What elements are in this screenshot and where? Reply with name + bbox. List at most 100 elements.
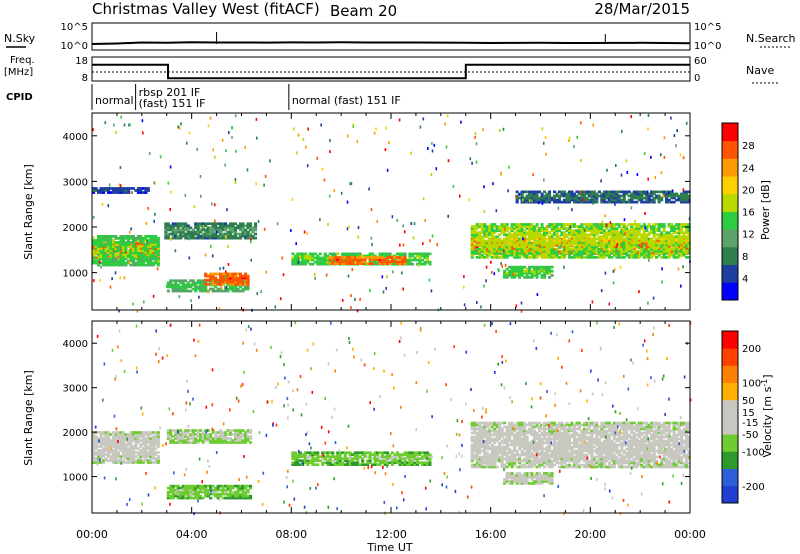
range-gate-cell — [184, 236, 188, 240]
range-gate-cell — [612, 192, 616, 196]
range-gate-cell — [184, 228, 188, 232]
range-gate-cell — [665, 256, 669, 259]
range-gate-cell — [136, 447, 140, 450]
range-gate-cell — [146, 445, 150, 448]
range-gate-cell — [354, 297, 356, 301]
range-gate-cell — [211, 274, 215, 278]
range-gate-cell — [667, 239, 671, 243]
range-gate-cell — [216, 289, 220, 293]
range-gate-cell — [655, 237, 659, 241]
range-gate-cell — [671, 189, 674, 193]
range-gate-cell — [548, 198, 552, 202]
range-gate-cell — [99, 191, 103, 194]
range-gate-cell — [625, 241, 629, 245]
range-gate-cell — [104, 449, 108, 452]
range-gate-cell — [567, 192, 571, 196]
range-gate-cell — [121, 257, 125, 261]
range-gate-cell — [677, 194, 681, 198]
range-gate-cell — [378, 254, 382, 258]
range-gate-cell — [665, 245, 669, 249]
range-gate-cell — [610, 247, 614, 251]
range-gate-cell — [166, 496, 170, 500]
range-gate-cell — [530, 276, 534, 279]
range-gate-cell — [141, 443, 145, 446]
range-gate-cell — [677, 237, 681, 241]
range-gate-cell — [149, 441, 153, 444]
range-gate-cell — [600, 237, 604, 241]
range-gate-cell — [381, 252, 385, 256]
range-gate-cell — [174, 437, 178, 440]
range-gate-cell — [685, 248, 689, 251]
range-gate-cell — [612, 200, 616, 204]
range-gate-cell — [592, 190, 596, 194]
range-gate-cell — [510, 239, 514, 243]
range-gate-cell — [92, 451, 96, 454]
range-gate-cell — [560, 225, 564, 228]
range-gate-cell — [102, 451, 106, 454]
range-gate-cell — [522, 198, 524, 202]
range-gate-cell — [244, 433, 248, 436]
range-gate-cell — [179, 490, 183, 494]
range-gate-cell — [470, 227, 474, 230]
range-gate-cell — [550, 251, 554, 255]
range-gate-cell — [600, 240, 604, 243]
range-gate-cell — [577, 196, 581, 200]
range-gate-cell — [174, 236, 178, 240]
range-gate-cell — [129, 431, 133, 434]
range-gate-cell — [141, 461, 145, 464]
range-gate-cell — [518, 239, 522, 243]
range-gate-cell — [393, 256, 397, 259]
range-gate-cell — [667, 251, 671, 255]
range-gate-cell — [545, 251, 549, 255]
range-gate-cell — [595, 223, 599, 226]
range-gate-cell — [493, 247, 497, 251]
range-gate-cell — [677, 231, 681, 234]
range-gate-cell — [184, 289, 188, 293]
range-gate-cell — [507, 189, 509, 193]
range-gate-cell — [582, 198, 586, 202]
range-gate-cell — [523, 249, 527, 253]
range-gate-cell — [670, 237, 674, 241]
range-gate-cell — [109, 261, 113, 265]
range-gate-cell — [313, 459, 317, 462]
range-gate-cell — [533, 194, 537, 198]
range-gate-cell — [171, 490, 175, 494]
range-gate-cell — [508, 239, 512, 243]
range-gate-cell — [685, 245, 689, 249]
range-gate-cell — [348, 252, 352, 256]
range-gate-cell — [540, 194, 544, 198]
range-gate-cell — [102, 431, 106, 434]
range-gate-cell — [214, 236, 218, 240]
range-gate-cell — [533, 269, 537, 273]
range-gate-cell — [540, 241, 544, 245]
range-gate-cell — [520, 309, 523, 313]
range-gate-cell — [572, 233, 576, 237]
range-gate-cell — [351, 256, 355, 259]
range-gate-cell — [154, 441, 158, 444]
range-gate-cell — [94, 189, 98, 192]
range-gate-cell — [146, 257, 150, 261]
range-gate-cell — [592, 201, 594, 205]
freq-line — [92, 63, 690, 80]
range-gate-cell — [347, 274, 350, 278]
range-gate-cell — [480, 249, 484, 253]
range-gate-cell — [540, 229, 544, 232]
range-gate-cell — [419, 125, 422, 129]
range-gate-cell — [204, 236, 208, 240]
range-gate-cell — [505, 227, 509, 230]
range-gate-cell — [665, 192, 669, 196]
range-gate-cell — [513, 271, 517, 275]
range-gate-cell — [528, 194, 532, 198]
range-gate-cell — [119, 435, 123, 438]
range-gate-cell — [199, 222, 203, 226]
range-gate-cell — [680, 194, 684, 198]
range-gate-cell — [510, 227, 514, 230]
range-gate-cell — [184, 224, 188, 228]
range-gate-cell — [174, 433, 178, 436]
range-gate-cell — [635, 194, 639, 198]
range-gate-cell — [151, 457, 155, 460]
range-gate-cell — [306, 451, 310, 454]
range-gate-cell — [585, 190, 589, 194]
range-gate-cell — [498, 243, 502, 247]
range-gate-cell — [548, 196, 552, 200]
